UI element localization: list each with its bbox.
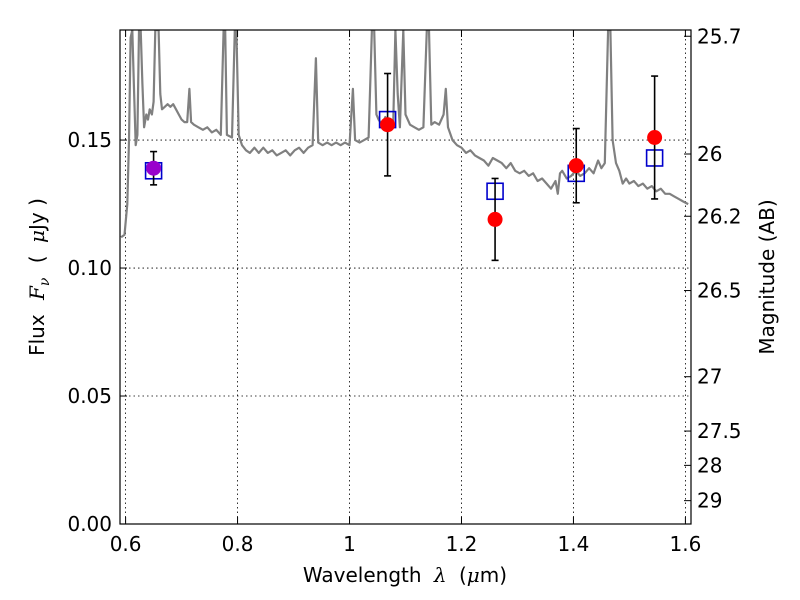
magnitude-axis-label: Magnitude (AB) [755, 199, 779, 354]
x-tick-label: 1.2 [446, 532, 478, 556]
y-tick-label: 0.10 [67, 256, 112, 280]
y-tick-label: 0.15 [67, 128, 112, 152]
x-axis-label-units-rest: m) [480, 563, 507, 587]
model-spectrum-line [120, 30, 689, 239]
y-tick-label: 0.05 [67, 384, 112, 408]
x-tick-label: 1.6 [669, 532, 701, 556]
observed-photometry-points [146, 117, 663, 227]
y-axis-label-math: F [25, 285, 49, 301]
y-axis-ticks: 0.00 0.05 0.10 0.15 [67, 128, 127, 536]
x-axis-label: Wavelength λ (μm) [303, 563, 507, 587]
x-axis-label-text: Wavelength [303, 563, 422, 587]
y-tick-label: 0.00 [67, 512, 112, 536]
magnitude-tick-label: 26 [697, 142, 722, 166]
x-axis-label-math: λ [433, 563, 447, 587]
y-axis-label-units-open: ( [25, 255, 49, 263]
magnitude-tick-label: 25.7 [697, 24, 742, 48]
y-axis-label-units-mu: μ [25, 230, 49, 243]
magnitude-tick-label: 26.2 [697, 204, 742, 228]
observed-point [380, 117, 396, 133]
observed-point [647, 130, 663, 146]
observed-point [487, 211, 503, 227]
observed-point [146, 160, 162, 176]
observed-point [568, 158, 584, 174]
x-tick-label: 1.4 [558, 532, 590, 556]
x-tick-label: 1 [343, 532, 356, 556]
x-axis-ticks: 0.6 0.8 1 1.2 1.4 1.6 [110, 30, 701, 556]
magnitude-tick-label: 27.5 [697, 419, 742, 443]
y-axis-label-units-rest: Jy ) [25, 198, 49, 232]
plot-frame [119, 29, 692, 525]
y-axis-label-text: Flux [25, 314, 49, 356]
magnitude-tick-label: 27 [697, 365, 722, 389]
y-axis-label-math-sub: ν [37, 277, 53, 286]
magnitude-axis-ticks: 25.7 26 26.2 26.5 27 27.5 28 29 [684, 24, 742, 513]
magnitude-tick-label: 26.5 [697, 279, 742, 303]
y-axis-label: Flux Fν ( μJy ) [25, 198, 54, 356]
magnitude-tick-label: 29 [697, 489, 722, 513]
x-tick-label: 0.6 [110, 532, 142, 556]
magnitude-tick-label: 28 [697, 453, 722, 477]
x-axis-label-units-mu: μ [467, 563, 480, 587]
x-tick-label: 0.8 [222, 532, 254, 556]
x-axis-label-units-open: ( [459, 563, 467, 587]
